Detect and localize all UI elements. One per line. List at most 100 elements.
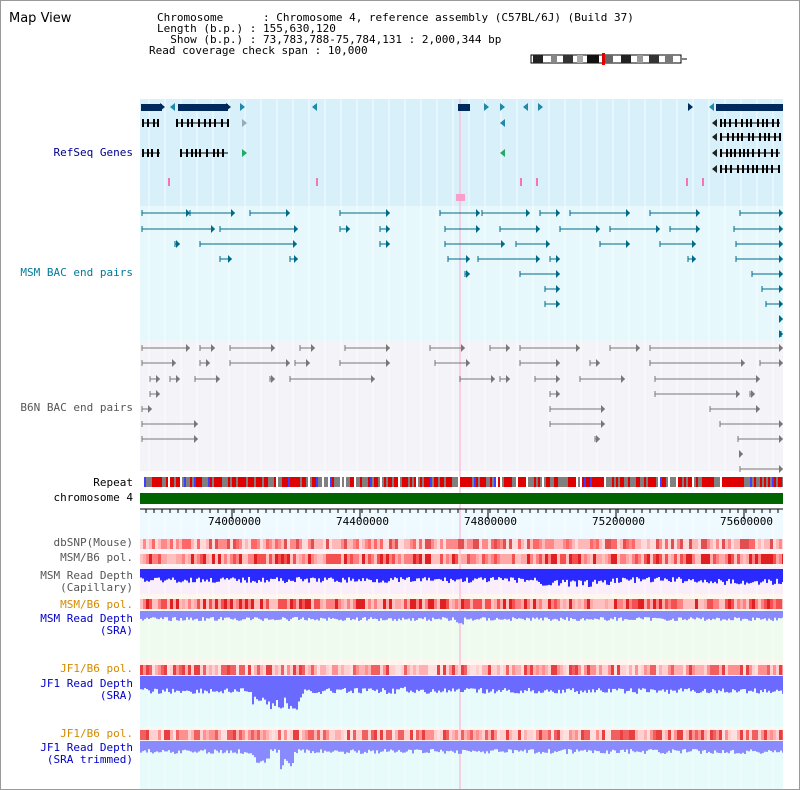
label-repeat[interactable]: Repeat [93, 476, 133, 489]
repeat-cell [462, 477, 464, 487]
jf1-depth-trim-bar [600, 741, 602, 754]
msm-b6-pol2-cell [740, 599, 743, 609]
dbsnp-cell [668, 539, 671, 549]
msm-depth-cap-bar [226, 569, 228, 578]
jf1-depth-sra-bar [188, 676, 190, 691]
label-chromosome-4[interactable]: chromosome 4 [53, 491, 133, 504]
exon [741, 133, 743, 141]
dbsnp-cell [599, 539, 602, 549]
label-jf1-read-depth-sra[interactable]: JF1 Read Depth (SRA) [40, 677, 133, 702]
genome-browser-canvas[interactable]: 74000000 74400000 74800000 75200000 75600000 [140, 99, 783, 789]
label-msm-bac-end-pairs[interactable]: MSM BAC end pairs [20, 266, 133, 279]
jf1-b6-pol-cell [464, 665, 467, 675]
msm-b6-pol-cell [656, 554, 659, 564]
msm-depth-sra-bar [476, 611, 478, 620]
msm-b6-pol2-cell [686, 599, 689, 609]
jf1-depth-sra-bar [216, 676, 218, 692]
jf1-depth-trim-bar [406, 741, 408, 752]
jf1-depth-sra-bar [350, 676, 352, 691]
jf1-b6-pol-cell [479, 665, 482, 675]
label-msm-read-depth-sra[interactable]: MSM Read Depth (SRA) [40, 612, 133, 637]
jf1-b6-pol-cell [425, 665, 428, 675]
repeat-cell [438, 477, 440, 487]
jf1-depth-trim-bar [394, 741, 396, 753]
dbsnp-cell [503, 539, 506, 549]
jf1-depth-sra-bar [698, 676, 700, 694]
repeat-cell [748, 477, 750, 487]
jf1-b6-pol2-cell [629, 730, 632, 740]
jf1-depth-trim-bar [160, 741, 162, 753]
jf1-b6-pol-cell [206, 665, 209, 675]
jf1-depth-trim-bar [374, 741, 376, 754]
msm-depth-cap-bar [710, 569, 712, 582]
msm-b6-pol-cell [269, 554, 272, 564]
msm-depth-sra-bar [188, 611, 190, 620]
bac-end-arrow [501, 240, 505, 248]
jf1-depth-sra-bar [418, 676, 420, 692]
msm-depth-cap-bar [690, 569, 692, 581]
jf1-depth-trim-bar [576, 741, 578, 750]
repeat-cell [302, 477, 304, 487]
msm-depth-sra-bar [516, 611, 518, 620]
dbsnp-cell [170, 539, 173, 549]
chromosome-ideogram[interactable] [529, 53, 689, 65]
msm-depth-sra-bar [774, 611, 776, 618]
repeat-cell [728, 477, 730, 487]
label-msm-b6-pol-2[interactable]: MSM/B6 pol. [60, 598, 133, 611]
msm-b6-pol-cell [314, 554, 317, 564]
jf1-depth-trim-bar [206, 741, 208, 754]
dbsnp-cell [674, 539, 677, 549]
repeat-cell [336, 477, 338, 487]
dbsnp-cell [395, 539, 398, 549]
jf1-depth-sra-bar [436, 676, 438, 693]
jf1-b6-pol2-cell [605, 730, 608, 740]
msm-b6-pol2-cell [395, 599, 398, 609]
label-refseq-genes[interactable]: RefSeq Genes [53, 146, 133, 159]
jf1-depth-sra-bar [636, 676, 638, 694]
dbsnp-cell [572, 539, 575, 549]
msm-b6-pol2-cell [368, 599, 371, 609]
label-jf1-b6-pol-2[interactable]: JF1/B6 pol. [60, 727, 133, 740]
bac-end-arrow [466, 359, 470, 367]
jf1-depth-trim-bar [376, 741, 378, 751]
dbsnp-cell [563, 539, 566, 549]
msm-depth-sra-bar [638, 611, 640, 618]
msm-depth-sra-bar [308, 611, 310, 618]
dbsnp-cell [218, 539, 221, 549]
msm-b6-pol-cell [395, 554, 398, 564]
bac-end-arrow [556, 359, 560, 367]
jf1-depth-trim-bar [390, 741, 392, 750]
jf1-b6-pol2-cell [542, 730, 545, 740]
msm-b6-pol2-cell [161, 599, 164, 609]
jf1-b6-pol2-cell [641, 730, 644, 740]
msm-b6-pol-cell [251, 554, 254, 564]
repeat-cell [566, 477, 568, 487]
jf1-b6-pol2-cell [176, 730, 179, 740]
repeat-cell [532, 477, 534, 487]
label-msm-read-depth-capillary[interactable]: MSM Read Depth (Capillary) [40, 569, 133, 594]
jf1-depth-sra-bar [652, 676, 654, 690]
msm-depth-sra-bar [158, 611, 160, 620]
jf1-depth-trim-bar [156, 741, 158, 752]
jf1-depth-sra-bar [568, 676, 570, 689]
label-b6n-bac-end-pairs[interactable]: B6N BAC end pairs [20, 401, 133, 414]
jf1-depth-sra-bar [452, 676, 454, 689]
jf1-depth-sra-bar [484, 676, 486, 694]
msm-depth-sra-bar [316, 611, 318, 620]
jf1-depth-trim-bar [366, 741, 368, 753]
label-msm-b6-pol[interactable]: MSM/B6 pol. [60, 551, 133, 564]
exon [764, 133, 766, 141]
dbsnp-cell [629, 539, 632, 549]
jf1-b6-pol-cell [545, 665, 548, 675]
msm-depth-cap-bar [342, 569, 344, 578]
label-dbsnp-mouse[interactable]: dbSNP(Mouse) [53, 536, 133, 549]
jf1-depth-sra-bar [302, 676, 304, 694]
msm-depth-sra-bar [384, 611, 386, 621]
repeat-cell [188, 477, 190, 487]
jf1-depth-trim-bar [288, 741, 290, 764]
repeat-cell [754, 477, 756, 487]
label-jf1-b6-pol[interactable]: JF1/B6 pol. [60, 662, 133, 675]
label-jf1-read-depth-sra-trimmed[interactable]: JF1 Read Depth (SRA trimmed) [40, 741, 133, 766]
dbsnp-cell [317, 539, 320, 549]
jf1-b6-pol2-cell [767, 730, 770, 740]
